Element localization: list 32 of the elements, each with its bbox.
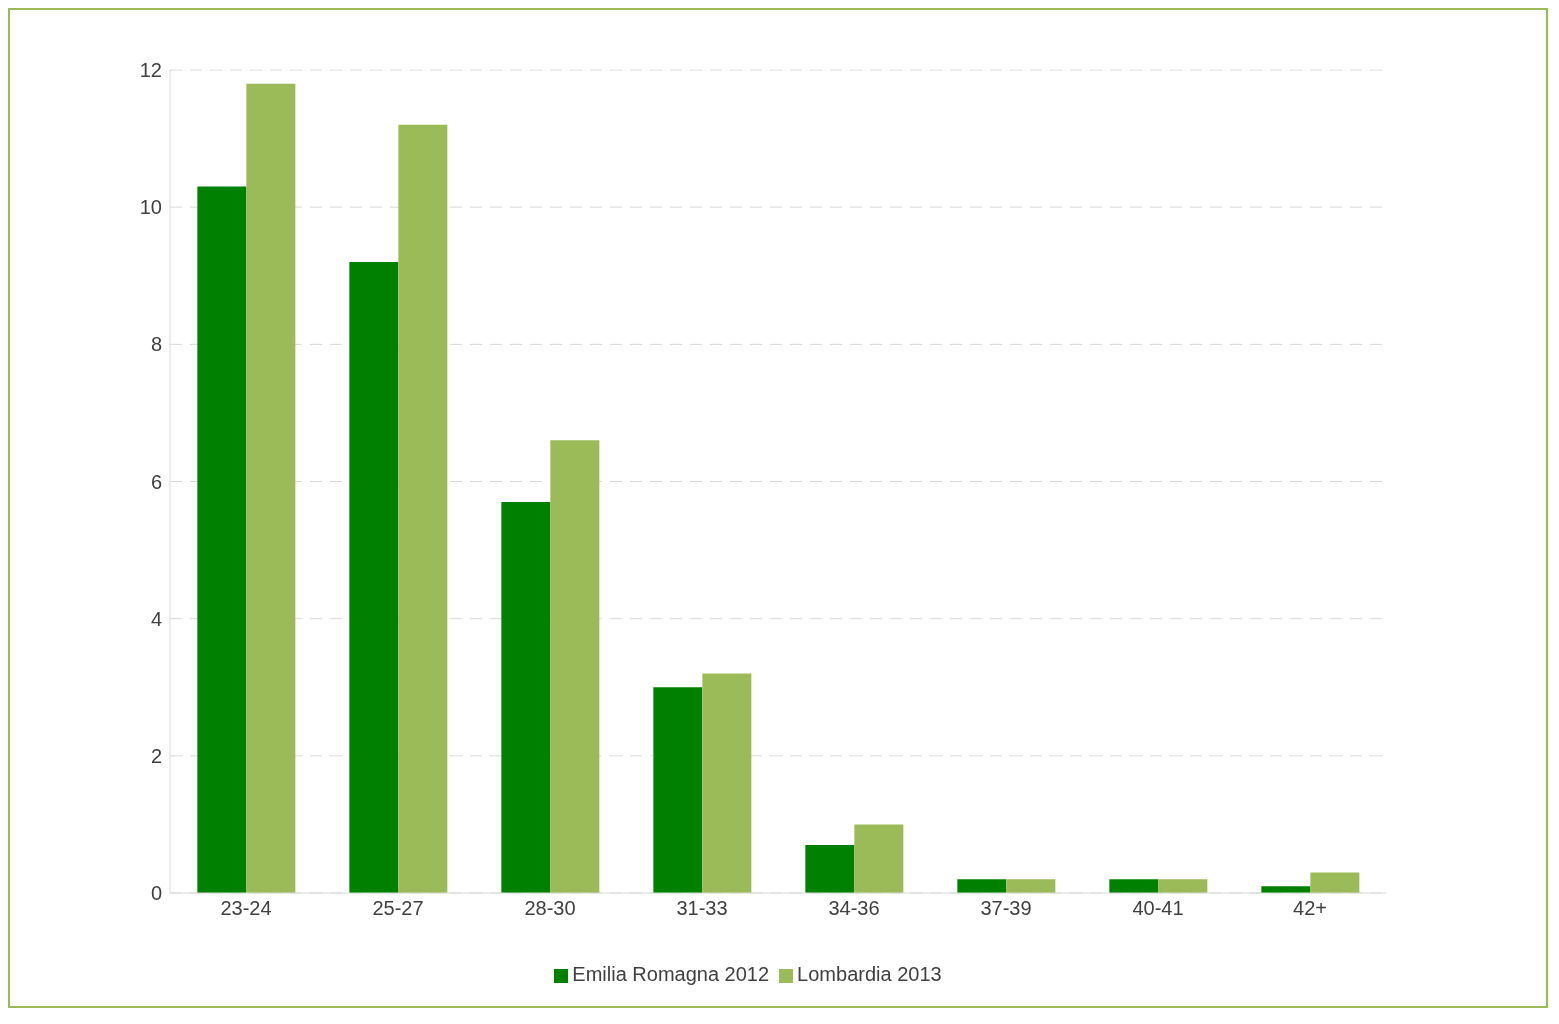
y-tick-label: 8 xyxy=(150,333,162,356)
x-tick-label: 23-24 xyxy=(220,897,272,920)
legend-label: Emilia Romagna 2012 xyxy=(572,963,770,985)
x-tick-label: 37-39 xyxy=(980,897,1032,920)
x-tick-label: 25-27 xyxy=(372,897,424,920)
y-tick-label: 10 xyxy=(139,196,162,219)
x-tick-label: 42+ xyxy=(1293,897,1327,920)
bar xyxy=(957,879,1007,893)
bar xyxy=(805,844,855,893)
y-tick-label: 2 xyxy=(150,744,162,767)
x-tick-label: 28-30 xyxy=(524,897,576,920)
y-tick-label: 0 xyxy=(150,882,162,905)
x-tick-label: 31-33 xyxy=(676,897,728,920)
bar xyxy=(349,262,399,893)
x-tick-label: 34-36 xyxy=(828,897,880,920)
bar xyxy=(246,83,296,893)
bar xyxy=(1158,879,1208,893)
x-tick-label: 40-41 xyxy=(1132,897,1184,920)
bar xyxy=(550,440,600,893)
bar xyxy=(197,186,247,893)
bar xyxy=(501,502,551,893)
bar xyxy=(1109,879,1159,893)
legend-label: Lombardia 2013 xyxy=(797,963,942,985)
bar xyxy=(398,124,448,893)
y-tick-label: 4 xyxy=(150,607,162,630)
bar xyxy=(1006,879,1056,893)
y-tick-label: 12 xyxy=(139,59,162,82)
bar xyxy=(653,687,703,893)
y-tick-label: 6 xyxy=(150,470,162,493)
bar xyxy=(854,824,904,893)
bar xyxy=(702,673,752,893)
bar xyxy=(1310,872,1360,893)
